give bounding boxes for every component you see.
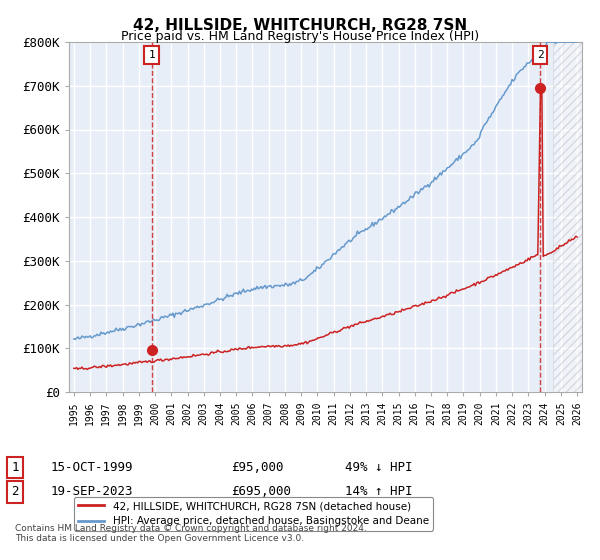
Text: £695,000: £695,000 (231, 485, 291, 498)
Text: 2: 2 (537, 50, 544, 60)
Text: Contains HM Land Registry data © Crown copyright and database right 2024.: Contains HM Land Registry data © Crown c… (15, 524, 367, 533)
Legend: 42, HILLSIDE, WHITCHURCH, RG28 7SN (detached house), HPI: Average price, detache: 42, HILLSIDE, WHITCHURCH, RG28 7SN (deta… (74, 497, 433, 530)
Text: £95,000: £95,000 (231, 461, 284, 474)
Text: This data is licensed under the Open Government Licence v3.0.: This data is licensed under the Open Gov… (15, 534, 304, 543)
Text: 19-SEP-2023: 19-SEP-2023 (51, 485, 133, 498)
Bar (553, 42, 585, 392)
Text: 42, HILLSIDE, WHITCHURCH, RG28 7SN: 42, HILLSIDE, WHITCHURCH, RG28 7SN (133, 18, 467, 33)
Text: 1: 1 (148, 50, 155, 60)
Text: 2: 2 (11, 485, 19, 498)
Text: 49% ↓ HPI: 49% ↓ HPI (345, 461, 413, 474)
Text: 14% ↑ HPI: 14% ↑ HPI (345, 485, 413, 498)
Text: 15-OCT-1999: 15-OCT-1999 (51, 461, 133, 474)
Text: 1: 1 (11, 461, 19, 474)
Text: Price paid vs. HM Land Registry's House Price Index (HPI): Price paid vs. HM Land Registry's House … (121, 30, 479, 43)
